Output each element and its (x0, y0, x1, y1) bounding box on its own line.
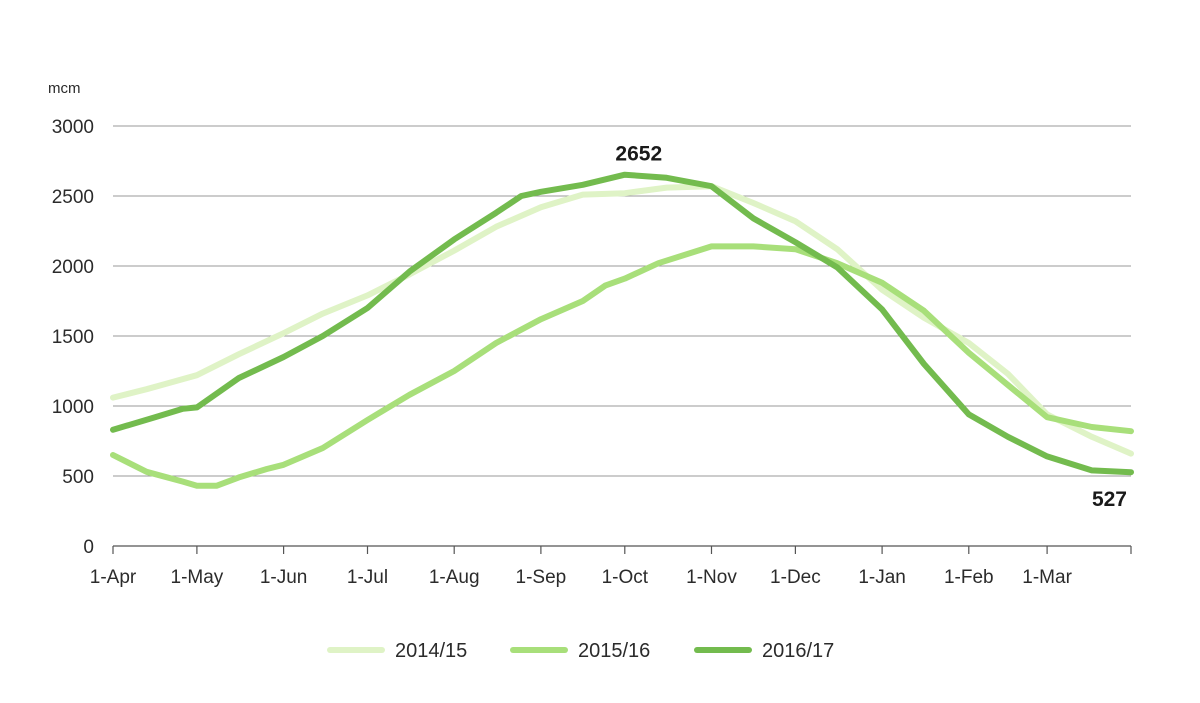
x-tick-label: 1-Jun (260, 567, 308, 588)
annotation-label: 2652 (615, 143, 662, 166)
x-tick-label: 1-Nov (686, 567, 737, 588)
series-lines (110, 171, 1134, 489)
y-axis-ticks: 0 500 1000 1500 2000 2500 3000 (52, 117, 94, 558)
legend: 2014/15 2015/16 2016/17 (327, 640, 834, 662)
x-tick-label: 1-May (171, 567, 224, 588)
x-tick-label: 1-Dec (770, 567, 821, 588)
legend-label: 2016/17 (762, 640, 834, 662)
y-tick-label: 1500 (52, 327, 94, 348)
y-tick-label: 2500 (52, 187, 94, 208)
x-tick-label: 1-Aug (429, 567, 480, 588)
series-line-2014-15 (110, 183, 1134, 457)
y-tick-label: 500 (62, 467, 94, 488)
series-line-2016-17 (110, 171, 1134, 476)
annotations: 2652 527 (615, 143, 1127, 512)
y-tick-label: 0 (83, 537, 94, 558)
y-tick-label: 1000 (52, 397, 94, 418)
x-tick-label: 1-Jan (858, 567, 906, 588)
x-tick-label: 1-Jul (347, 567, 388, 588)
annotation-label: 527 (1092, 488, 1127, 511)
x-tick-label: 1-Oct (602, 567, 649, 588)
gridlines (113, 125, 1131, 477)
x-tick-label: 1-Apr (90, 567, 137, 588)
x-axis: 1-Apr 1-May 1-Jun 1-Jul 1-Aug 1-Sep 1-Oct 1-Nov… (90, 545, 1132, 588)
x-tick-label: 1-Feb (944, 567, 994, 588)
y-tick-label: 3000 (52, 117, 94, 138)
y-axis-unit-label: mcm (48, 80, 81, 97)
series-line-2015-16 (110, 243, 1134, 489)
y-tick-label: 2000 (52, 257, 94, 278)
x-tick-label: 1-Sep (516, 567, 567, 588)
legend-label: 2015/16 (578, 640, 650, 662)
x-tick-label: 1-Mar (1022, 567, 1072, 588)
legend-label: 2014/15 (395, 640, 467, 662)
